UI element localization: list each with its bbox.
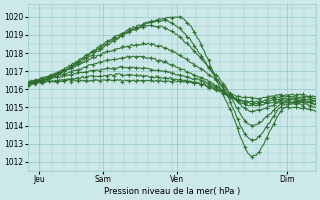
X-axis label: Pression niveau de la mer( hPa ): Pression niveau de la mer( hPa ): [104, 187, 240, 196]
